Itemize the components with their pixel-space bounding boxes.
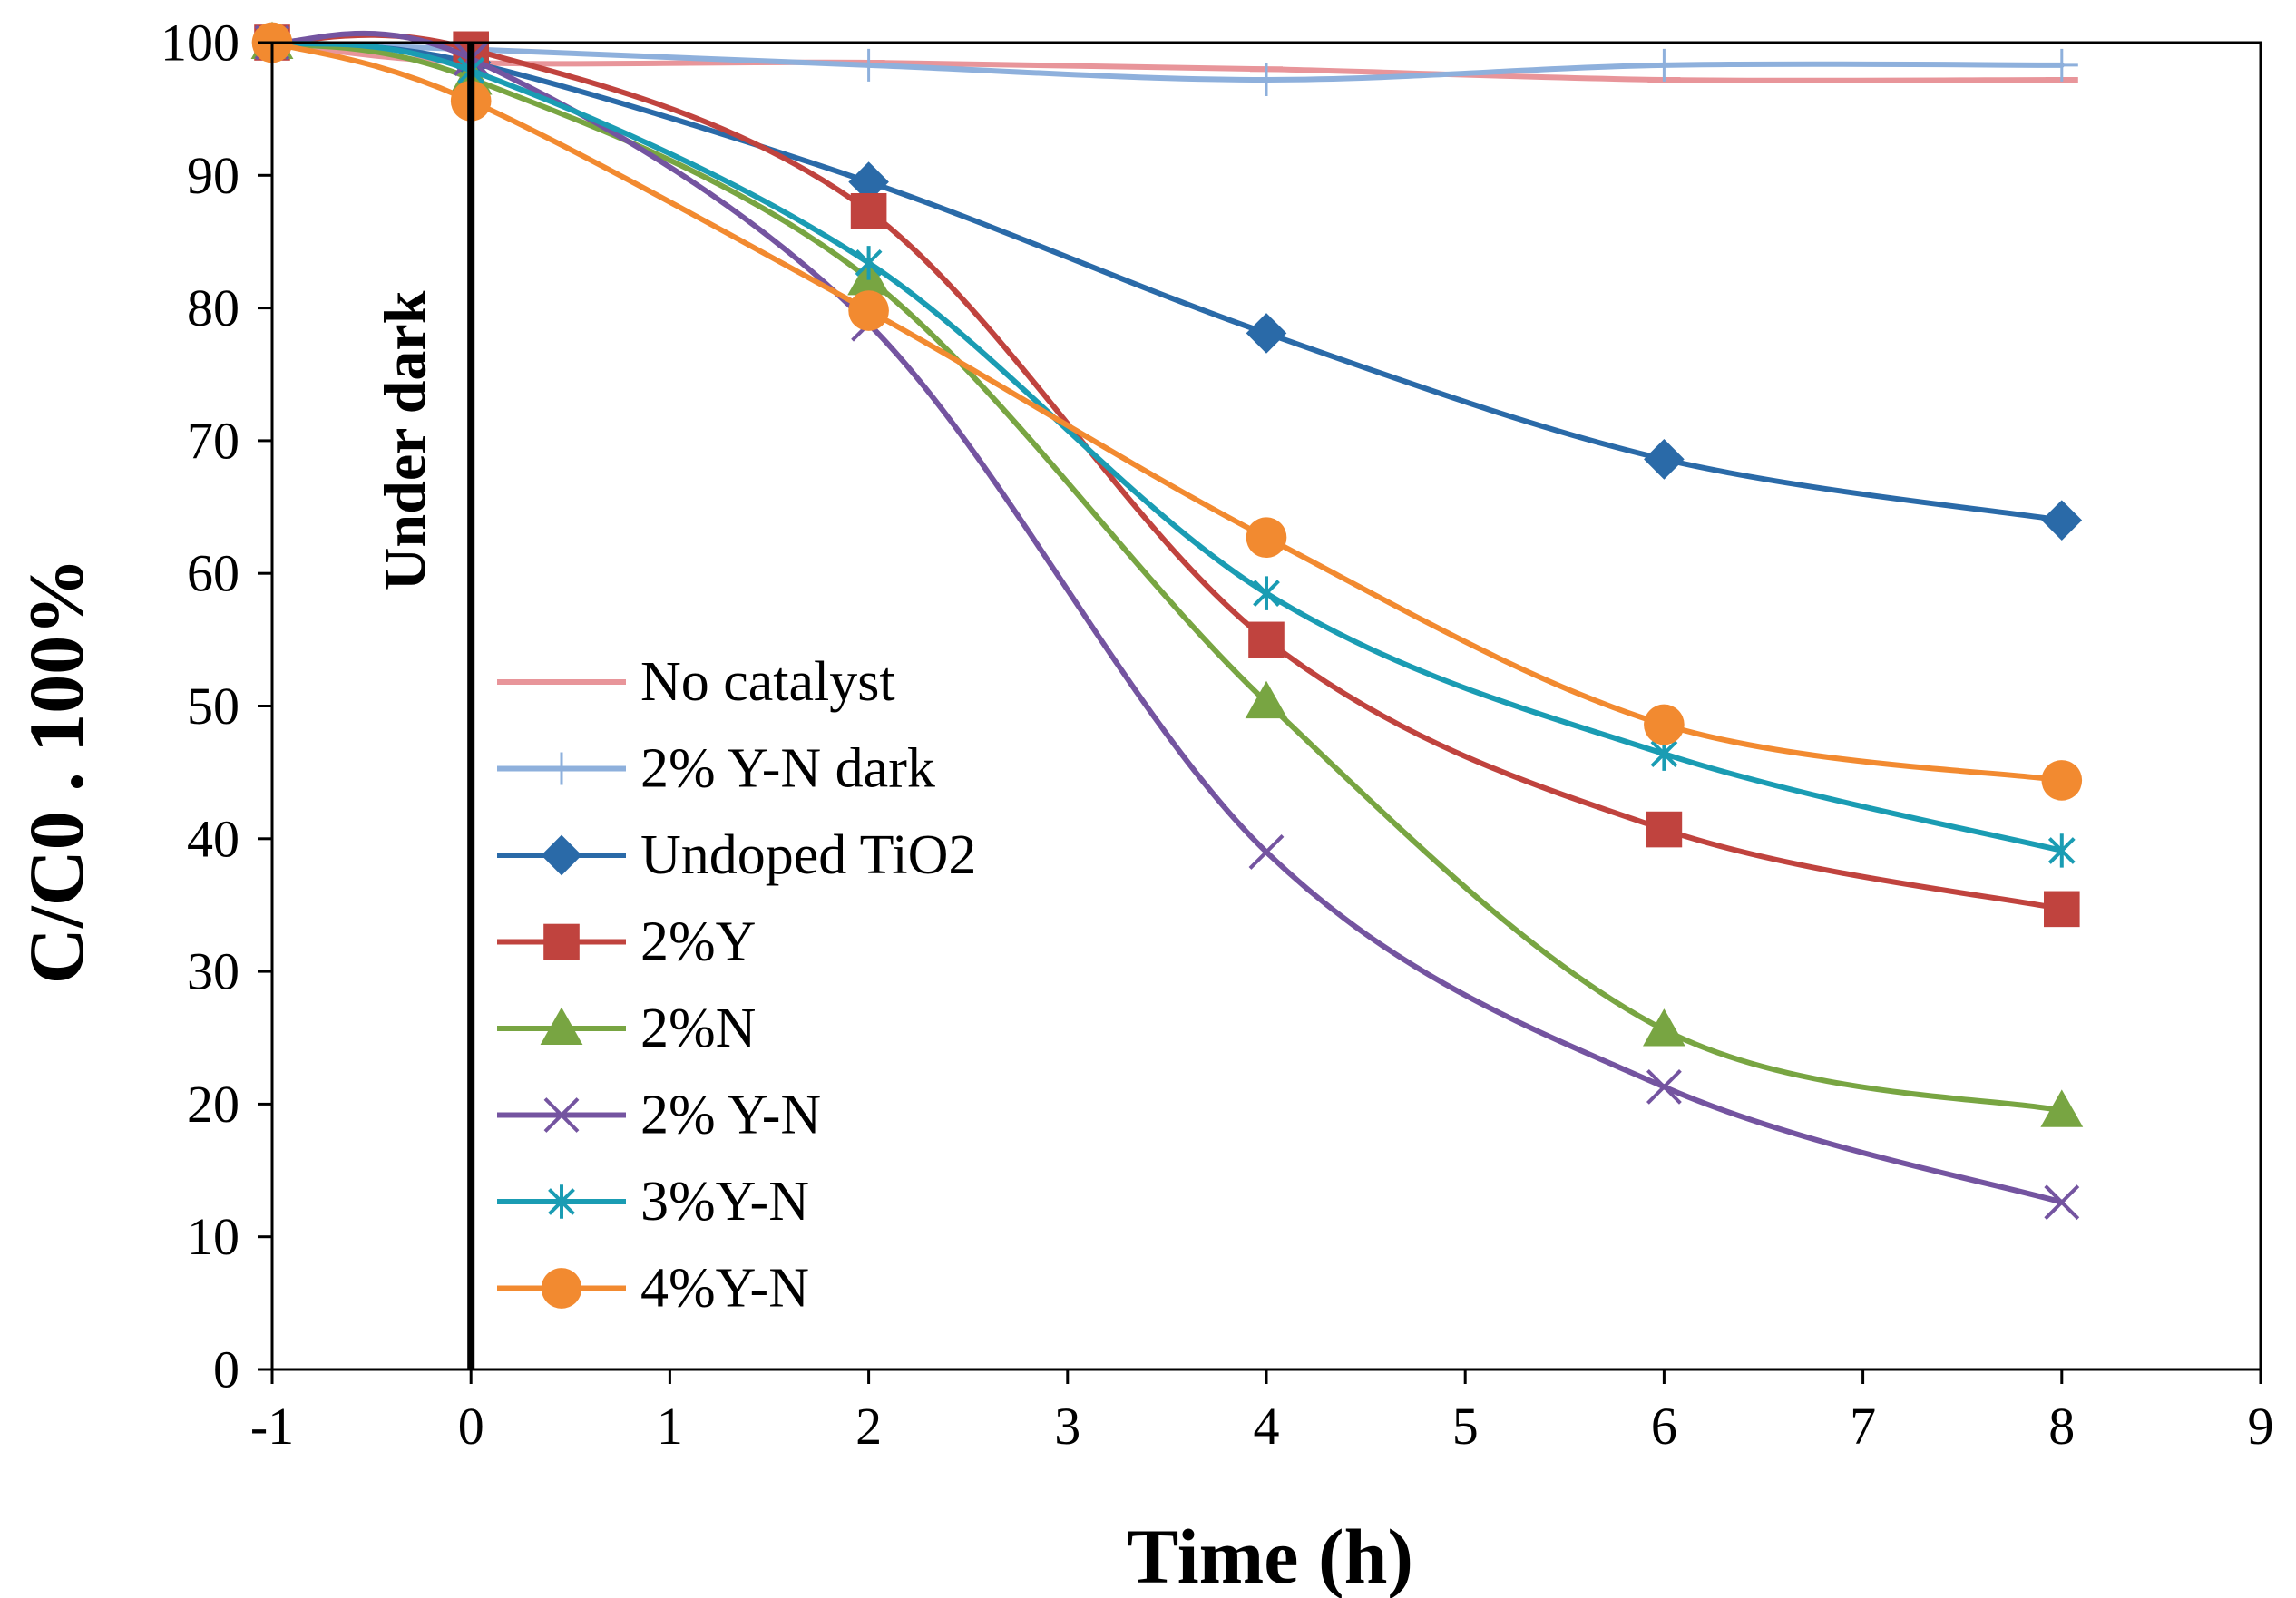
data-point — [1647, 48, 1681, 82]
legend-label: 2%N — [640, 998, 756, 1059]
legend-label: 3%Y-N — [640, 1171, 809, 1233]
data-point — [1646, 1068, 1682, 1105]
data-point — [2041, 760, 2083, 801]
y-tick-label: 100 — [161, 14, 239, 73]
data-point — [1646, 811, 1683, 848]
series-4-y-n — [251, 22, 2083, 801]
y-tick-label: 70 — [187, 411, 239, 470]
y-tick-label: 10 — [187, 1207, 239, 1266]
data-point — [2040, 1089, 2084, 1127]
x-tick-label: 5 — [1452, 1397, 1479, 1456]
legend-item: 4%Y-N — [497, 1258, 809, 1320]
legend-marker — [540, 1007, 583, 1045]
legend-item: No catalyst — [497, 651, 895, 713]
data-point — [848, 161, 889, 202]
data-point — [1245, 680, 1288, 719]
data-point — [1253, 576, 1280, 610]
data-point — [1248, 621, 1285, 658]
under-dark-annotation: Under dark — [373, 290, 439, 590]
series-line — [269, 40, 2065, 853]
legend-marker — [541, 1268, 582, 1309]
x-axis-title: Time (h) — [1127, 1513, 1413, 1598]
legend-item: 2%Y — [497, 911, 756, 973]
data-point — [2045, 48, 2078, 82]
x-tick-label: -1 — [250, 1397, 294, 1456]
data-point — [848, 290, 889, 331]
y-axis-title: C/C0 . 100% — [13, 558, 100, 985]
legend-label: Undoped TiO2 — [640, 824, 976, 886]
x-tick-label: 4 — [1254, 1397, 1280, 1456]
legend-item: 3%Y-N — [497, 1171, 809, 1233]
data-point — [855, 246, 883, 280]
data-point — [1248, 834, 1285, 870]
y-tick-label: 30 — [187, 942, 239, 1001]
y-tick-label: 20 — [187, 1075, 239, 1134]
data-point — [1644, 439, 1685, 480]
series-line — [269, 40, 2065, 1114]
legend-label: 2% Y-N — [640, 1085, 821, 1146]
legend-item: 2% Y-N — [497, 1085, 821, 1146]
legend-label: No catalyst — [640, 651, 895, 713]
data-point — [850, 193, 887, 229]
legend-marker — [543, 1097, 580, 1133]
data-point — [1250, 63, 1283, 96]
legend-item: 2% Y-N dark — [497, 738, 935, 800]
y-tick-label: 90 — [187, 146, 239, 205]
y-tick-label: 40 — [187, 809, 239, 868]
x-tick-label: 9 — [2248, 1397, 2274, 1456]
data-point — [1643, 1008, 1685, 1047]
data-point — [2041, 500, 2083, 541]
data-point — [1246, 313, 1287, 354]
legend-marker — [545, 752, 578, 785]
series-line — [269, 30, 2065, 1205]
data-point — [2047, 833, 2076, 868]
x-tick-label: 6 — [1651, 1397, 1677, 1456]
legend-item: Undoped TiO2 — [497, 824, 976, 886]
y-tick-label: 80 — [187, 278, 239, 337]
data-point — [852, 48, 885, 82]
y-tick-label: 60 — [187, 544, 239, 603]
x-tick-label: 7 — [1850, 1397, 1876, 1456]
legend-item: 2%N — [497, 998, 756, 1059]
x-tick-label: 8 — [2048, 1397, 2075, 1456]
y-tick-label: 0 — [213, 1340, 239, 1399]
data-point — [2044, 891, 2080, 928]
data-point — [2044, 1184, 2080, 1221]
legend-marker — [543, 923, 580, 960]
legend-label: 2% Y-N dark — [640, 738, 935, 800]
x-tick-label: 1 — [657, 1397, 683, 1456]
y-tick-label: 50 — [187, 677, 239, 736]
legend-label: 4%Y-N — [640, 1258, 809, 1320]
data-point — [1644, 704, 1685, 745]
x-tick-label: 0 — [458, 1397, 484, 1456]
legend: No catalyst 2% Y-N dark Undoped TiO2 2%Y 2%N… — [497, 651, 976, 1320]
legend-marker — [548, 1184, 575, 1219]
data-point — [1246, 517, 1287, 559]
x-tick-label: 2 — [855, 1397, 882, 1456]
x-tick-label: 3 — [1054, 1397, 1080, 1456]
legend-marker — [541, 834, 582, 876]
legend-label: 2%Y — [640, 911, 756, 973]
